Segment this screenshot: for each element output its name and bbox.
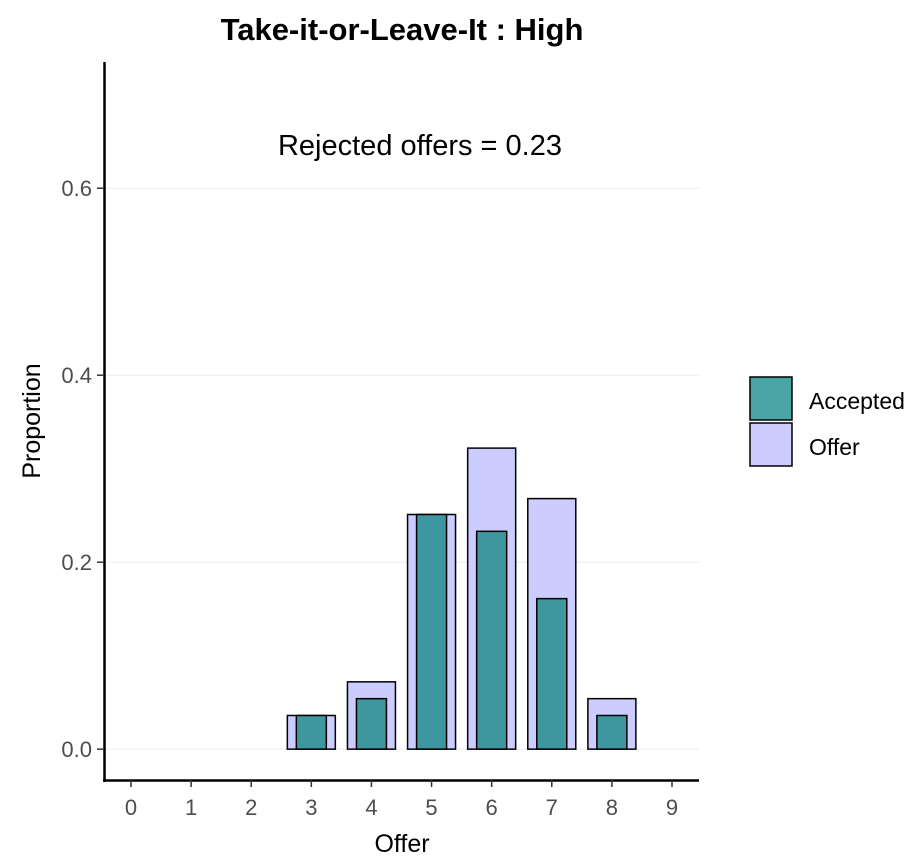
legend-label-accepted: Accepted [809,388,905,414]
y-tick-label-1: 0.2 [61,550,92,575]
y-tick-label-0: 0.0 [61,737,92,762]
gridlines [104,187,699,750]
x-tick-label-2: 2 [245,795,257,820]
legend: Accepted Offer [749,376,905,467]
accepted-bar-3 [295,714,328,750]
x-tick-label-4: 4 [365,795,377,820]
x-axis-title: Offer [374,830,429,858]
x-tick-label-8: 8 [606,795,618,820]
chart-title: Take-it-or-Leave-It : High [221,12,584,47]
x-tick-label-7: 7 [546,795,558,820]
legend-label-offer: Offer [809,434,860,460]
y-tick-label-3: 0.6 [61,176,92,201]
x-tick-label-9: 9 [666,795,678,820]
annotation-rejected-offers: Rejected offers = 0.23 [278,130,562,162]
accepted-bar-4 [355,697,388,750]
y-axis-ticks: 0.0 0.2 0.4 0.6 [61,176,104,762]
accepted-bars [295,513,628,750]
x-tick-label-5: 5 [425,795,437,820]
accepted-bar-6 [475,530,508,750]
x-axis-ticks: 0 1 2 3 4 5 6 7 8 9 [125,780,678,820]
legend-key-accepted [749,376,793,421]
y-tick-label-2: 0.4 [61,363,92,388]
accepted-bar-5 [415,513,448,750]
accepted-bar-8 [596,714,628,750]
offer-bars [286,447,637,750]
x-tick-label-3: 3 [305,795,317,820]
x-tick-label-0: 0 [125,795,137,820]
x-tick-label-6: 6 [486,795,498,820]
legend-key-offer [749,422,793,467]
y-axis-title: Proportion [18,363,46,478]
accepted-bar-7 [536,597,568,750]
x-tick-label-1: 1 [185,795,197,820]
